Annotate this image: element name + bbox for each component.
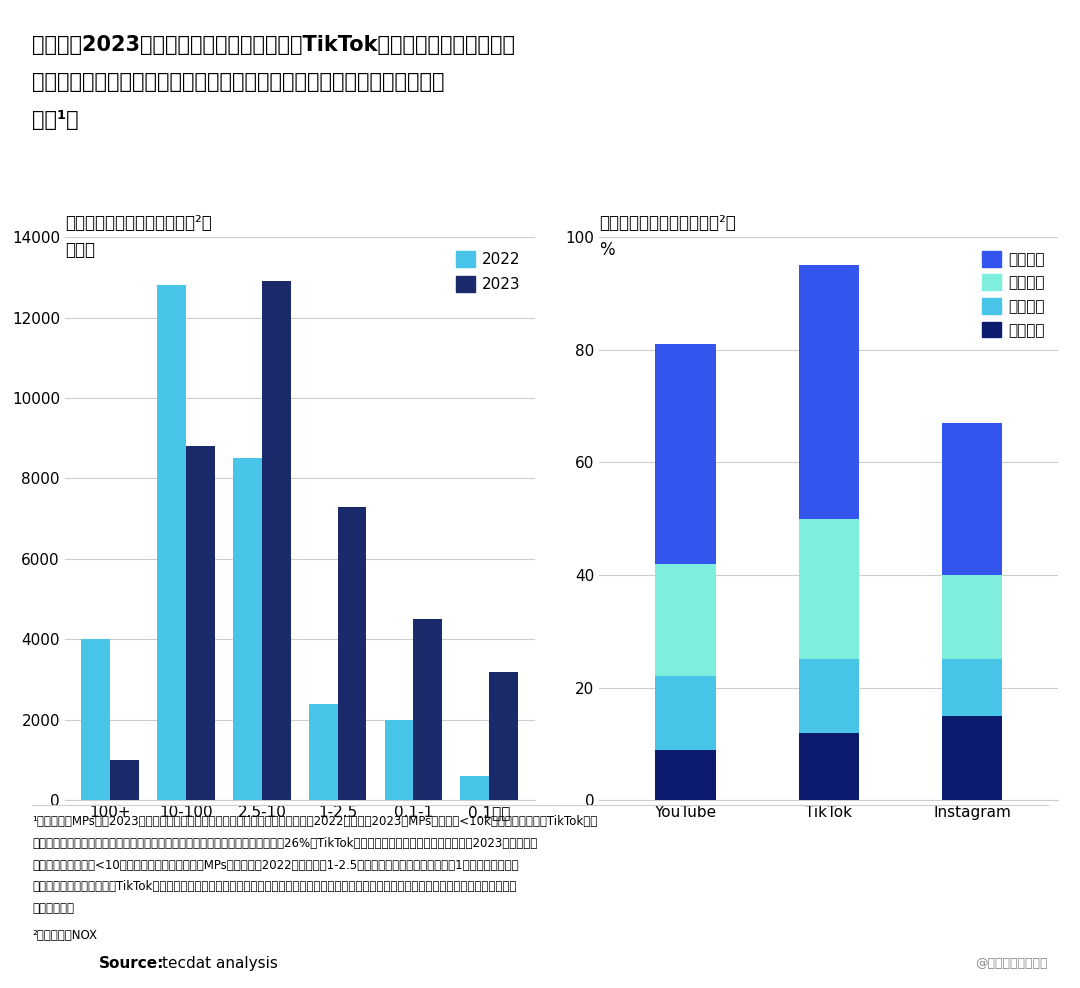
Text: 看粉丝量。尾部达人订单激增，直播带货突出，助品牌高效触达受众，提升: 看粉丝量。尾部达人订单激增，直播带货突出，助品牌高效触达受众，提升 [32,72,445,92]
Bar [656,750,716,800]
Bar [460,777,489,800]
Bar [186,447,215,800]
Legend: 2022, 2023: 2022, 2023 [450,245,527,298]
Text: 万粉丝: 万粉丝 [65,241,95,259]
Bar [942,660,1002,715]
Text: 营销¹。: 营销¹。 [32,110,79,129]
Legend: 小微达人, 尾部达人, 腰部达人, 头部达人: 小微达人, 尾部达人, 腰部达人, 头部达人 [976,245,1051,344]
Bar [942,423,1002,575]
Bar [799,733,859,800]
Bar [489,672,518,800]
Bar [799,660,859,733]
Text: 品牌达人合作层级订单数排行²，: 品牌达人合作层级订单数排行²， [65,214,212,232]
Bar [81,639,110,800]
Bar [384,720,414,800]
Bar [65,952,73,959]
Bar [942,715,1002,800]
Text: 效果最大化。: 效果最大化。 [32,902,75,915]
Bar [261,282,291,800]
Bar [309,703,338,800]
Bar [50,952,59,959]
Text: 提升。尾部达人性价比高，TikTok直播带货为其创造新商业化空间。品牌通过与尾部达人合作，提升曝光度和用户认知度，高效触达目标受众，实现营销: 提升。尾部达人性价比高，TikTok直播带货为其创造新商业化空间。品牌通过与尾部… [32,880,516,893]
Bar [414,619,442,800]
Bar [338,507,366,800]
Bar [158,286,186,800]
Bar [656,564,716,677]
Bar [233,458,261,800]
Bar [110,760,139,800]
Bar [799,266,859,519]
Bar [36,968,44,974]
Text: ¹小微达人（MPs）在2023年显著增长，品牌合作策略加强与腰尾部达人的合作。与2022年相比，2023年MPs（粉丝量<10k）数量明显增多，TikTok平台: ¹小微达人（MPs）在2023年显著增长，品牌合作策略加强与腰尾部达人的合作。与… [32,815,597,828]
Bar [799,519,859,660]
Text: tecdat analysis: tecdat analysis [162,955,278,971]
Text: Source:: Source: [99,955,165,971]
Bar [656,344,716,564]
Text: %: % [599,241,615,259]
Text: 各平台不同层级网红增粉率²，: 各平台不同层级网红增粉率²， [599,214,737,232]
Text: 向尾部达人（尤其是<10万粉丝）订单量占比提高。MPs商单量远超2022年，特别是1-2.5万粉丝的达人订单量增长数倍，1万粉丝以下也大幅: 向尾部达人（尤其是<10万粉丝）订单量占比提高。MPs商单量远超2022年，特别… [32,859,519,871]
Text: ²数据来源：NOX: ²数据来源：NOX [32,929,97,942]
Bar [65,968,73,974]
Bar [36,952,44,959]
Text: tecdat: tecdat [58,958,92,967]
Bar [942,575,1002,660]
Text: 小微达人2023年大增，品牌合作重腰尾部。TikTok上内容为王，用户消费不: 小微达人2023年大增，品牌合作重腰尾部。TikTok上内容为王，用户消费不 [32,35,515,54]
Bar [656,677,716,750]
Text: @稀土掘金技术社区: @稀土掘金技术社区 [975,956,1048,970]
Bar [50,968,59,974]
Text: 上更是翻倍增长。其内容的受欢迎度超越粉丝量，鲜活真实的个性引发受众共鸣。26%的TikTok用户表示，消费决策时不在乎粉丝级。2023年品牌合作: 上更是翻倍增长。其内容的受欢迎度超越粉丝量，鲜活真实的个性引发受众共鸣。26%的… [32,837,538,850]
